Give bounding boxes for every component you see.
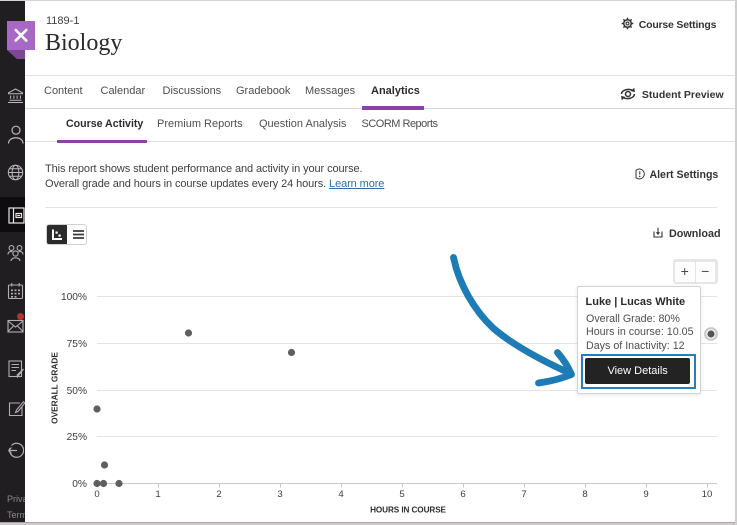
svg-text:25%: 25% [67,432,87,443]
svg-text:3: 3 [277,489,282,500]
svg-text:8: 8 [582,489,587,500]
svg-text:7: 7 [521,489,526,500]
svg-text:100%: 100% [61,292,87,303]
svg-text:4: 4 [338,489,344,500]
svg-text:6: 6 [460,489,465,500]
svg-text:1: 1 [155,489,160,500]
svg-text:HOURS IN COURSE: HOURS IN COURSE [370,506,446,515]
svg-text:75%: 75% [67,339,87,350]
svg-text:2: 2 [216,489,221,500]
svg-text:50%: 50% [67,386,87,397]
svg-text:10: 10 [702,489,713,500]
svg-text:OVERALL GRADE: OVERALL GRADE [50,352,60,424]
svg-text:0%: 0% [72,479,87,490]
svg-text:5: 5 [399,489,404,500]
svg-text:0: 0 [94,489,99,500]
svg-text:9: 9 [643,489,648,500]
